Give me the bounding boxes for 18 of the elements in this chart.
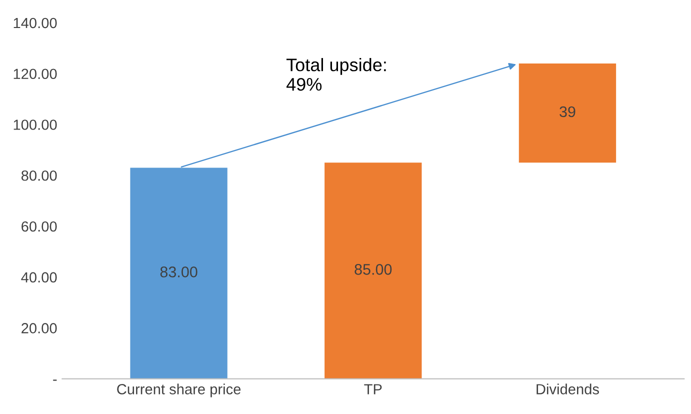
y-tick-label: 60.00: [22, 221, 57, 232]
data-label: 85.00: [354, 264, 392, 275]
x-tick-label: Dividends: [536, 384, 599, 394]
annotation: Total upside: 49%: [286, 58, 386, 91]
x-tick-label: TP: [364, 384, 382, 394]
y-tick-label: 40.00: [21, 272, 57, 283]
bar: [324, 162, 422, 379]
y-tick-label: 80.00: [21, 170, 57, 181]
y-tick-label: 120.00: [14, 68, 57, 80]
y-tick-label: -: [53, 380, 57, 381]
data-label: 39: [560, 106, 576, 118]
y-tick-label: 20.00: [22, 323, 57, 334]
bar: [130, 168, 228, 379]
y-tick-label: 140.00: [14, 18, 57, 28]
x-tick-label: Current share price: [117, 384, 241, 398]
bar: [518, 63, 616, 163]
data-label: 83.00: [160, 266, 198, 278]
y-tick-label: 100.00: [14, 120, 57, 130]
